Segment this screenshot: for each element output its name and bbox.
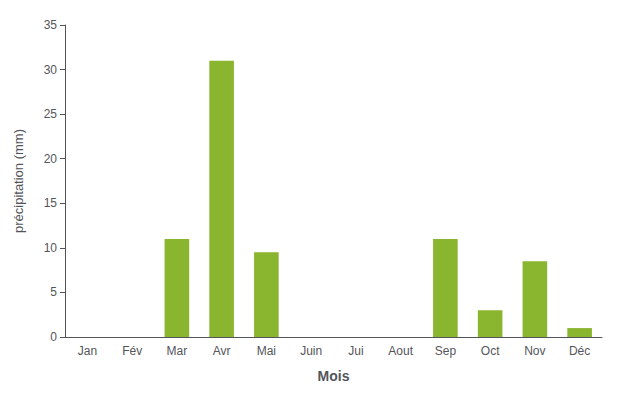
svg-text:35: 35 <box>44 18 58 32</box>
svg-text:Jui: Jui <box>348 344 363 358</box>
svg-text:Mar: Mar <box>167 344 188 358</box>
svg-text:15: 15 <box>44 196 58 210</box>
svg-text:20: 20 <box>44 152 58 166</box>
svg-text:Mois: Mois <box>318 368 350 384</box>
svg-text:Juin: Juin <box>300 344 322 358</box>
svg-text:Aout: Aout <box>388 344 413 358</box>
svg-text:5: 5 <box>50 285 57 299</box>
svg-text:précipitation (mm): précipitation (mm) <box>11 129 26 233</box>
svg-text:Fév: Fév <box>122 344 142 358</box>
svg-text:Déc: Déc <box>569 344 590 358</box>
svg-text:0: 0 <box>50 330 57 344</box>
svg-text:Nov: Nov <box>524 344 545 358</box>
svg-text:10: 10 <box>44 241 58 255</box>
svg-text:Avr: Avr <box>213 344 231 358</box>
svg-text:25: 25 <box>44 107 58 121</box>
svg-text:30: 30 <box>44 63 58 77</box>
svg-text:Mai: Mai <box>257 344 276 358</box>
svg-text:Jan: Jan <box>78 344 97 358</box>
svg-text:Oct: Oct <box>481 344 500 358</box>
svg-text:Sep: Sep <box>435 344 457 358</box>
